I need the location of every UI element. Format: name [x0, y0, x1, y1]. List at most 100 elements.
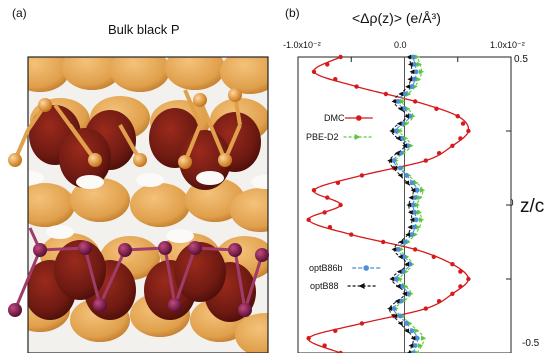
- data-point: [412, 99, 418, 104]
- data-point: [335, 180, 341, 185]
- series-line: [393, 56, 418, 353]
- data-point: [393, 276, 399, 282]
- data-point: [402, 283, 409, 289]
- charge-density-lobe: [59, 128, 111, 188]
- data-point: [455, 114, 460, 119]
- data-point: [460, 121, 466, 126]
- phosphorus-atom: [8, 153, 22, 167]
- bond: [39, 246, 86, 252]
- data-point: [327, 225, 333, 230]
- data-point: [399, 98, 405, 104]
- data-point: [383, 91, 389, 97]
- data-point: [407, 76, 413, 82]
- data-point: [458, 136, 463, 141]
- phosphorus-atom: [255, 248, 269, 262]
- data-point: [409, 232, 415, 238]
- data-point: [431, 254, 436, 259]
- series-line: [389, 56, 414, 353]
- data-point: [389, 128, 395, 134]
- phosphorus-atom: [88, 153, 102, 167]
- data-point: [423, 306, 428, 311]
- data-point: [311, 188, 317, 193]
- bond: [173, 247, 197, 306]
- data-point: [412, 195, 418, 201]
- data-point: [306, 217, 311, 222]
- data-point: [391, 306, 397, 311]
- data-point: [395, 284, 401, 289]
- charge-density-lobe: [230, 188, 268, 232]
- data-point: [401, 106, 407, 112]
- data-point: [466, 128, 471, 134]
- data-point: [402, 135, 409, 141]
- data-point: [396, 121, 402, 126]
- data-point: [414, 328, 420, 334]
- charge-density-lobe: [28, 183, 75, 227]
- data-point: [402, 143, 407, 149]
- data-point: [333, 328, 338, 333]
- phosphorus-atom: [168, 298, 182, 312]
- phosphorus-atom: [193, 93, 207, 107]
- data-point: [333, 77, 338, 82]
- legend-swatch-marker: [354, 134, 361, 140]
- data-point: [397, 276, 403, 282]
- data-point: [407, 224, 413, 230]
- phosphorus-atom: [238, 303, 252, 317]
- data-point: [404, 180, 410, 186]
- data-point: [389, 276, 395, 282]
- bond: [198, 99, 227, 161]
- data-point: [397, 321, 403, 326]
- data-point: [397, 165, 403, 171]
- data-point: [325, 62, 330, 67]
- data-point: [404, 321, 410, 326]
- bond: [98, 249, 127, 306]
- charge-density-lobe: [174, 242, 226, 302]
- data-point: [406, 91, 412, 97]
- chart-title: <Δρ(z)> (e/Å³): [352, 10, 441, 26]
- data-point: [410, 335, 416, 341]
- data-point: [414, 350, 420, 353]
- data-point: [406, 202, 412, 208]
- data-point: [412, 62, 418, 67]
- legend: DMC PBE-D2 optB86b optB88: [306, 113, 381, 291]
- legend-swatch-marker: [358, 283, 365, 289]
- phosphorus-atom: [93, 298, 107, 312]
- data-point: [418, 69, 425, 75]
- phosphorus-atom: [8, 303, 22, 317]
- data-point: [397, 313, 403, 319]
- data-point: [415, 224, 421, 230]
- data-point: [338, 202, 343, 208]
- panel-b-label: (b): [285, 6, 300, 20]
- legend-swatch-marker: [363, 265, 370, 271]
- phosphorus-atom: [33, 243, 47, 257]
- data-point: [381, 239, 386, 245]
- legend-label: optB88: [310, 281, 339, 291]
- data-point: [413, 69, 419, 75]
- data-point: [394, 298, 400, 304]
- legend-label: optB86b: [309, 263, 343, 273]
- data-point: [414, 335, 420, 341]
- data-point: [409, 328, 415, 334]
- data-point: [396, 269, 402, 274]
- data-point: [407, 210, 413, 215]
- data-point: [417, 343, 424, 349]
- x-tick-label: 0.0: [394, 40, 407, 50]
- data-point: [404, 261, 410, 267]
- data-point: [398, 239, 404, 245]
- data-point: [398, 91, 404, 97]
- charge-density-lobe: [70, 178, 130, 222]
- phosphorus-atom: [218, 153, 232, 167]
- panel-a-title: Bulk black P: [108, 22, 180, 37]
- phosphorus-atom: [178, 155, 192, 169]
- data-point: [391, 247, 397, 252]
- bond: [83, 247, 102, 306]
- data-point: [423, 158, 428, 163]
- data-point: [404, 121, 410, 127]
- right-axis-label: z/c: [520, 196, 545, 217]
- data-point: [392, 165, 398, 171]
- data-point: [404, 328, 410, 334]
- data-point: [405, 106, 411, 112]
- data-point: [394, 150, 400, 156]
- y-tick-label: 0.5: [514, 54, 528, 65]
- data-point: [412, 343, 418, 348]
